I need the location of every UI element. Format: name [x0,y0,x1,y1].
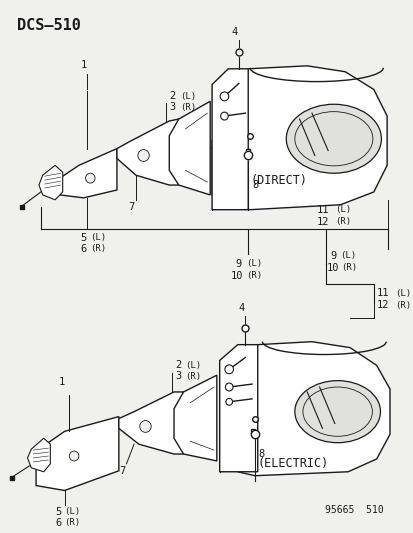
Polygon shape [116,119,178,185]
Text: 5: 5 [81,233,87,244]
Polygon shape [60,149,116,198]
Text: 5: 5 [55,507,61,517]
Ellipse shape [302,387,371,437]
Text: (L): (L) [185,361,201,370]
Text: 1: 1 [59,377,65,387]
Text: 3: 3 [169,102,175,112]
Text: (ELECTRIC): (ELECTRIC) [257,457,328,471]
Polygon shape [173,375,216,461]
Text: 11: 11 [316,205,328,215]
Text: DCS–510: DCS–510 [17,18,81,33]
Text: (R): (R) [334,217,350,226]
Text: (DIRECT): (DIRECT) [249,174,306,187]
Text: 7: 7 [119,466,126,476]
Ellipse shape [140,421,151,432]
Polygon shape [169,101,210,195]
Ellipse shape [286,104,380,173]
Text: (L): (L) [246,259,262,268]
Polygon shape [27,438,50,472]
Ellipse shape [294,111,372,166]
Ellipse shape [224,365,233,374]
Text: (R): (R) [185,372,201,381]
Text: 3: 3 [175,371,181,381]
Text: 4: 4 [238,303,244,313]
Polygon shape [211,66,386,209]
Text: 4: 4 [231,27,237,37]
Text: 9: 9 [329,251,335,261]
Polygon shape [36,417,119,490]
Ellipse shape [138,150,149,161]
Polygon shape [211,69,248,209]
Text: (R): (R) [394,301,410,310]
Text: (R): (R) [90,244,106,253]
Text: (L): (L) [64,507,81,516]
Text: 8: 8 [252,180,258,190]
Text: 1: 1 [80,60,87,70]
Polygon shape [219,345,257,472]
Text: 2: 2 [175,360,181,370]
Text: (L): (L) [394,289,410,298]
Ellipse shape [220,92,228,101]
Ellipse shape [225,398,232,405]
Polygon shape [39,165,62,200]
Text: 11: 11 [376,288,388,298]
Text: 6: 6 [81,244,87,254]
Text: (L): (L) [90,233,106,243]
Text: 8: 8 [258,449,264,459]
Text: (L): (L) [340,251,356,260]
Text: 95665  510: 95665 510 [324,505,382,515]
Ellipse shape [85,173,95,183]
Text: 12: 12 [316,216,328,227]
Text: 2: 2 [169,91,175,101]
Ellipse shape [69,451,79,461]
Text: 10: 10 [325,263,338,273]
Text: (R): (R) [341,263,357,272]
Text: (R): (R) [246,271,262,280]
Text: 6: 6 [55,518,61,528]
Text: (L): (L) [334,205,350,214]
Polygon shape [119,392,183,454]
Text: 9: 9 [235,259,242,269]
Text: (R): (R) [179,103,195,112]
Text: 7: 7 [128,202,134,212]
Ellipse shape [220,112,228,120]
Text: (R): (R) [64,518,81,527]
Text: (L): (L) [179,92,195,101]
Text: 10: 10 [230,271,243,281]
Polygon shape [219,342,389,476]
Ellipse shape [294,381,380,443]
Text: 12: 12 [376,300,388,310]
Ellipse shape [225,383,233,391]
